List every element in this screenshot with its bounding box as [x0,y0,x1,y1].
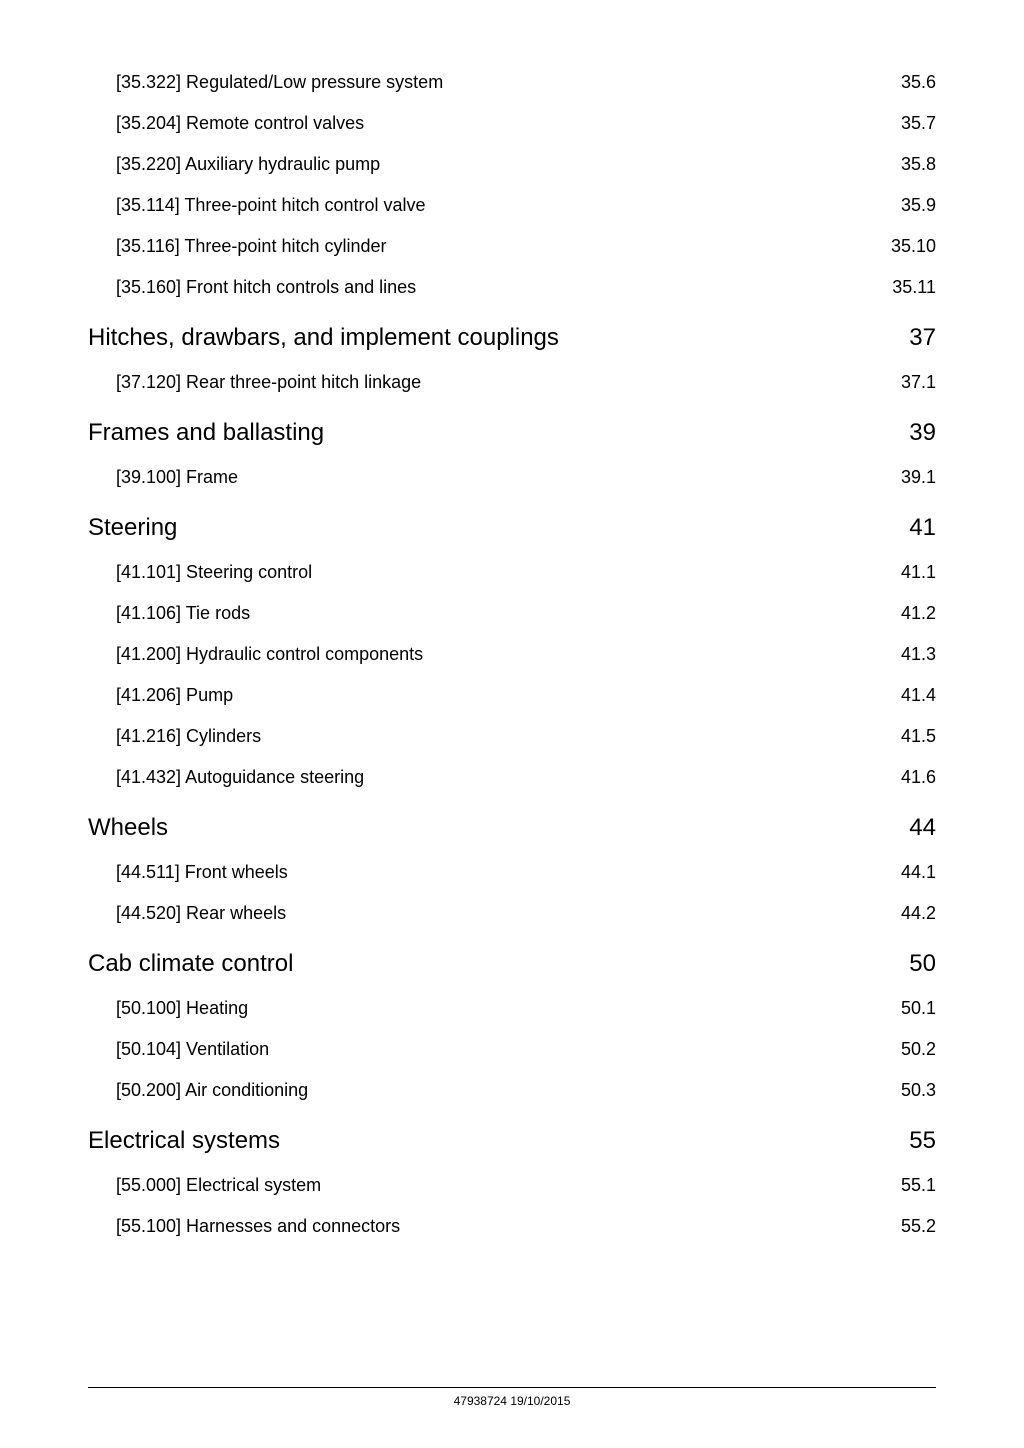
toc-entry-label: [44.511] Front wheels [116,862,288,883]
toc-entry: [55.100] Harnesses and connectors 55.2 [88,1216,936,1237]
toc-entry-label: Frames and ballasting [88,419,324,447]
toc-entry-page: 50.3 [884,1080,936,1101]
toc-entry: [50.200] Air conditioning 50.3 [88,1080,936,1101]
toc-entry-page: 41.2 [884,603,936,624]
toc-entry-label: [50.100] Heating [116,998,248,1019]
toc-entry: Steering 41 [88,514,936,542]
toc-entry: [35.322] Regulated/Low pressure system 35… [88,72,936,93]
toc-entry: [35.204] Remote control valves 35.7 [88,113,936,134]
toc-entry-label: [41.200] Hydraulic control components [116,644,423,665]
toc-entry-label: [35.116] Three-point hitch cylinder [116,236,387,257]
toc-entry-label: [39.100] Frame [116,467,238,488]
toc-entry-page: 41.4 [884,685,936,706]
toc-entry: [55.000] Electrical system 55.1 [88,1175,936,1196]
toc-entry-label: [41.101] Steering control [116,562,312,583]
toc-entry: [41.206] Pump 41.4 [88,685,936,706]
toc-entry-page: 39 [894,419,936,447]
toc-entry: [41.101] Steering control 41.1 [88,562,936,583]
page: [35.322] Regulated/Low pressure system 35… [0,0,1024,1448]
toc-entry-page: 39.1 [884,467,936,488]
toc-entry-page: 35.7 [884,113,936,134]
toc-entry-label: [50.104] Ventilation [116,1039,269,1060]
toc-entry-label: [50.200] Air conditioning [116,1080,308,1101]
toc-entry-label: Wheels [88,814,168,842]
toc-entry-page: 41.5 [884,726,936,747]
toc-entry: Cab climate control 50 [88,950,936,978]
toc-entry: [39.100] Frame 39.1 [88,467,936,488]
toc-entry-label: [41.206] Pump [116,685,233,706]
toc-entry: [50.100] Heating 50.1 [88,998,936,1019]
toc-entry-label: [35.160] Front hitch controls and lines [116,277,416,298]
toc-entry: Frames and ballasting 39 [88,419,936,447]
toc-entry-page: 44.2 [884,903,936,924]
toc-entry-page: 50 [894,950,936,978]
toc-entry-page: 35.6 [884,72,936,93]
toc-entry-page: 41.6 [884,767,936,788]
toc-entry: [35.116] Three-point hitch cylinder 35.10 [88,236,936,257]
toc-entry-label: [55.100] Harnesses and connectors [116,1216,400,1237]
toc-entry-page: 35.9 [884,195,936,216]
toc-entry: [41.106] Tie rods 41.2 [88,603,936,624]
toc-entry-page: 55 [894,1127,936,1155]
toc-entry-page: 50.2 [884,1039,936,1060]
toc-entry-page: 37.1 [884,372,936,393]
toc-entry: [35.220] Auxiliary hydraulic pump 35.8 [88,154,936,175]
toc-entry-page: 41.3 [884,644,936,665]
toc-entry: Electrical systems 55 [88,1127,936,1155]
toc-entry-label: [55.000] Electrical system [116,1175,321,1196]
toc-entry-label: [41.432] Autoguidance steering [116,767,364,788]
toc-entry-label: [37.120] Rear three-point hitch linkage [116,372,421,393]
toc-entry-page: 44.1 [884,862,936,883]
toc-entry-label: Hitches, drawbars, and implement couplin… [88,324,559,352]
toc-entry: [44.511] Front wheels 44.1 [88,862,936,883]
toc-entry-label: [35.204] Remote control valves [116,113,364,134]
toc-entry-page: 35.11 [884,277,936,298]
toc-entry-page: 50.1 [884,998,936,1019]
toc-entry: Wheels 44 [88,814,936,842]
table-of-contents: [35.322] Regulated/Low pressure system 35… [88,58,936,1375]
toc-entry-page: 41.1 [884,562,936,583]
toc-entry-page: 35.8 [884,154,936,175]
toc-entry: [50.104] Ventilation 50.2 [88,1039,936,1060]
footer-text: 47938724 19/10/2015 [454,1394,571,1408]
toc-entry: Hitches, drawbars, and implement couplin… [88,324,936,352]
toc-entry-label: [35.114] Three-point hitch control valve [116,195,426,216]
toc-entry-page: 44 [894,814,936,842]
toc-entry-label: Cab climate control [88,950,293,978]
toc-entry-label: [35.220] Auxiliary hydraulic pump [116,154,380,175]
toc-entry-page: 35.10 [884,236,936,257]
toc-entry-label: Steering [88,514,177,542]
toc-entry: [41.216] Cylinders 41.5 [88,726,936,747]
toc-entry: [35.160] Front hitch controls and lines 3… [88,277,936,298]
toc-entry-label: [41.216] Cylinders [116,726,261,747]
toc-entry: [41.200] Hydraulic control components 41.… [88,644,936,665]
toc-entry-label: Electrical systems [88,1127,280,1155]
toc-entry-page: 55.2 [884,1216,936,1237]
toc-entry-label: [44.520] Rear wheels [116,903,286,924]
toc-entry-page: 41 [894,514,936,542]
toc-entry: [41.432] Autoguidance steering 41.6 [88,767,936,788]
toc-entry-label: [35.322] Regulated/Low pressure system [116,72,443,93]
toc-entry: [37.120] Rear three-point hitch linkage 3… [88,372,936,393]
toc-entry: [35.114] Three-point hitch control valve… [88,195,936,216]
toc-entry: [44.520] Rear wheels 44.2 [88,903,936,924]
toc-entry-label: [41.106] Tie rods [116,603,250,624]
page-footer: 47938724 19/10/2015 [88,1387,936,1408]
toc-entry-page: 37 [894,324,936,352]
toc-entry-page: 55.1 [884,1175,936,1196]
